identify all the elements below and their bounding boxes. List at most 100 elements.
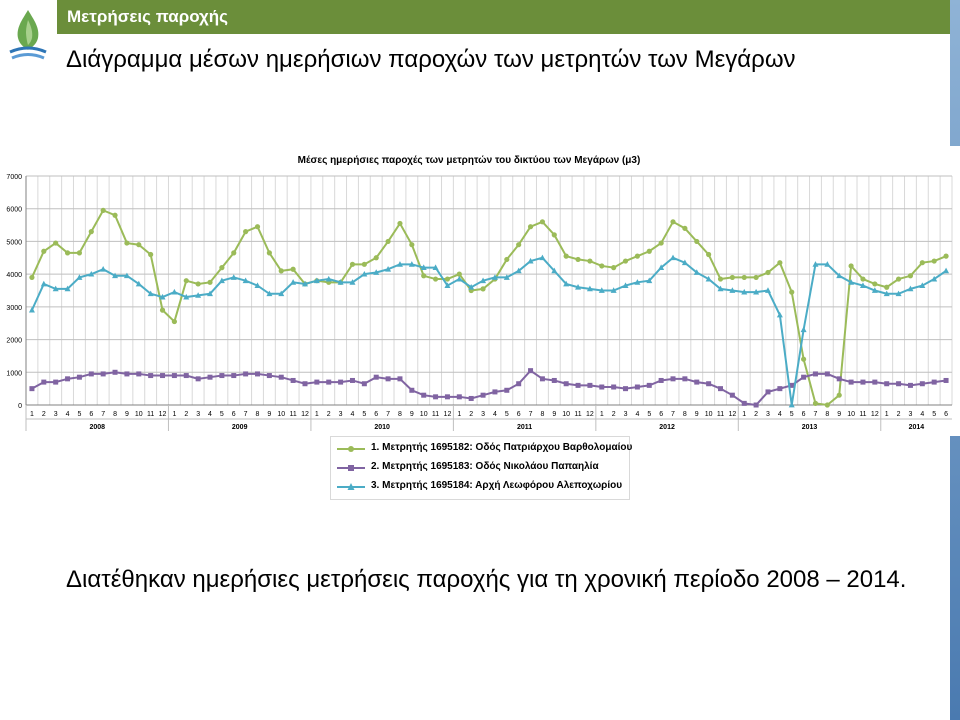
series-3-point bbox=[634, 279, 641, 285]
x-tick-label: 12 bbox=[444, 411, 452, 418]
x-tick-label: 6 bbox=[232, 411, 236, 418]
x-tick-label: 11 bbox=[432, 411, 439, 418]
series-2-point bbox=[789, 382, 795, 388]
series-2-point bbox=[658, 377, 664, 383]
series-2-point bbox=[124, 371, 130, 377]
y-tick-label: 5000 bbox=[6, 239, 22, 246]
series-1-point bbox=[907, 273, 914, 279]
x-tick-label: 11 bbox=[574, 411, 581, 418]
series-3-point bbox=[432, 264, 439, 270]
series-1-point bbox=[278, 268, 284, 274]
series-1-point bbox=[729, 274, 735, 281]
series-1-point bbox=[563, 253, 569, 259]
series-2-point bbox=[195, 376, 201, 382]
line-chart: Μέσες ημερήσιες παροχές των μετρητών του… bbox=[6, 155, 953, 431]
series-2-point bbox=[706, 381, 712, 387]
series-3-point bbox=[800, 326, 807, 333]
series-2-point bbox=[718, 386, 723, 392]
series-2-point bbox=[219, 373, 225, 379]
series-3-point bbox=[301, 280, 308, 287]
x-tick-label: 7 bbox=[529, 411, 533, 418]
series-1-point bbox=[575, 256, 581, 263]
series-2-point bbox=[539, 376, 545, 382]
series-3-point bbox=[824, 261, 831, 267]
series-1-point bbox=[397, 220, 403, 227]
x-tick-label: 8 bbox=[540, 411, 544, 418]
series-3-point bbox=[943, 267, 950, 274]
series-3-point bbox=[325, 275, 332, 282]
series-2-point bbox=[397, 376, 403, 382]
y-tick-label: 1000 bbox=[6, 370, 22, 377]
series-2-point bbox=[314, 379, 320, 385]
year-label: 2010 bbox=[374, 424, 390, 431]
series-3-point bbox=[812, 261, 819, 267]
x-tick-label: 2 bbox=[42, 411, 46, 418]
year-label: 2014 bbox=[909, 424, 925, 431]
series-1-point bbox=[100, 207, 106, 213]
x-tick-label: 7 bbox=[101, 411, 105, 418]
series-3-point bbox=[76, 274, 83, 280]
x-tick-label: 1 bbox=[315, 411, 319, 418]
x-tick-label: 4 bbox=[208, 411, 212, 418]
series-1-point bbox=[136, 242, 142, 248]
series-1-point bbox=[421, 273, 427, 279]
series-3-point bbox=[848, 279, 855, 285]
series-2-point bbox=[433, 394, 439, 400]
x-tick-label: 10 bbox=[135, 411, 143, 418]
series-2-point bbox=[41, 379, 47, 385]
series-1-point bbox=[599, 263, 605, 269]
series-1-point bbox=[658, 240, 664, 246]
series-1-point bbox=[254, 224, 261, 230]
series-3-point bbox=[147, 290, 154, 297]
series-1-point bbox=[243, 229, 249, 235]
series-1-point bbox=[207, 279, 213, 285]
series-2-point bbox=[824, 371, 830, 377]
series-2-point bbox=[801, 374, 807, 380]
x-tick-label: 8 bbox=[256, 411, 260, 418]
series-2-point bbox=[682, 376, 688, 382]
series-1-point bbox=[682, 225, 688, 231]
series-1-point bbox=[670, 219, 676, 225]
year-label: 2009 bbox=[232, 424, 248, 431]
x-tick-label: 9 bbox=[552, 411, 556, 418]
x-tick-label: 1 bbox=[885, 411, 889, 418]
series-1-point bbox=[29, 274, 35, 281]
series-1-point bbox=[504, 256, 510, 263]
x-tick-label: 6 bbox=[802, 411, 806, 418]
series-1-point bbox=[373, 255, 379, 261]
series-1-point bbox=[848, 263, 854, 269]
series-1-point bbox=[789, 289, 795, 295]
series-1-point bbox=[112, 212, 118, 218]
x-tick-label: 5 bbox=[220, 411, 224, 418]
chart-title: Μέσες ημερήσιες παροχές των μετρητών του… bbox=[298, 155, 641, 166]
series-3-point bbox=[741, 288, 748, 295]
series-3-point bbox=[52, 285, 59, 292]
series-2-point bbox=[741, 400, 747, 406]
series-3-point bbox=[361, 270, 368, 277]
series-3-point bbox=[480, 277, 487, 284]
series-3-point bbox=[491, 274, 498, 280]
series-2-point bbox=[777, 386, 783, 392]
series-1-point bbox=[266, 250, 272, 256]
series-1-point bbox=[551, 232, 557, 238]
x-tick-label: 8 bbox=[683, 411, 687, 418]
series-1-point bbox=[765, 269, 771, 276]
series-1-point bbox=[290, 266, 296, 272]
x-tick-label: 3 bbox=[196, 411, 200, 418]
series-line-3 bbox=[31, 256, 947, 406]
series-1-point bbox=[943, 253, 949, 259]
x-tick-label: 2 bbox=[754, 411, 758, 418]
x-tick-label: 2 bbox=[184, 411, 188, 418]
series-3-point bbox=[290, 279, 297, 285]
series-1-point bbox=[801, 356, 807, 362]
series-2-point bbox=[931, 379, 937, 385]
series-2-point bbox=[812, 371, 818, 377]
series-3-point bbox=[40, 280, 47, 287]
series-3-point bbox=[183, 293, 190, 300]
x-tick-label: 12 bbox=[871, 411, 879, 418]
series-3-point bbox=[753, 288, 760, 295]
series-1-point bbox=[183, 278, 189, 284]
series-2-point bbox=[694, 379, 700, 385]
series-2-point bbox=[373, 374, 379, 380]
x-tick-label: 4 bbox=[66, 411, 70, 418]
